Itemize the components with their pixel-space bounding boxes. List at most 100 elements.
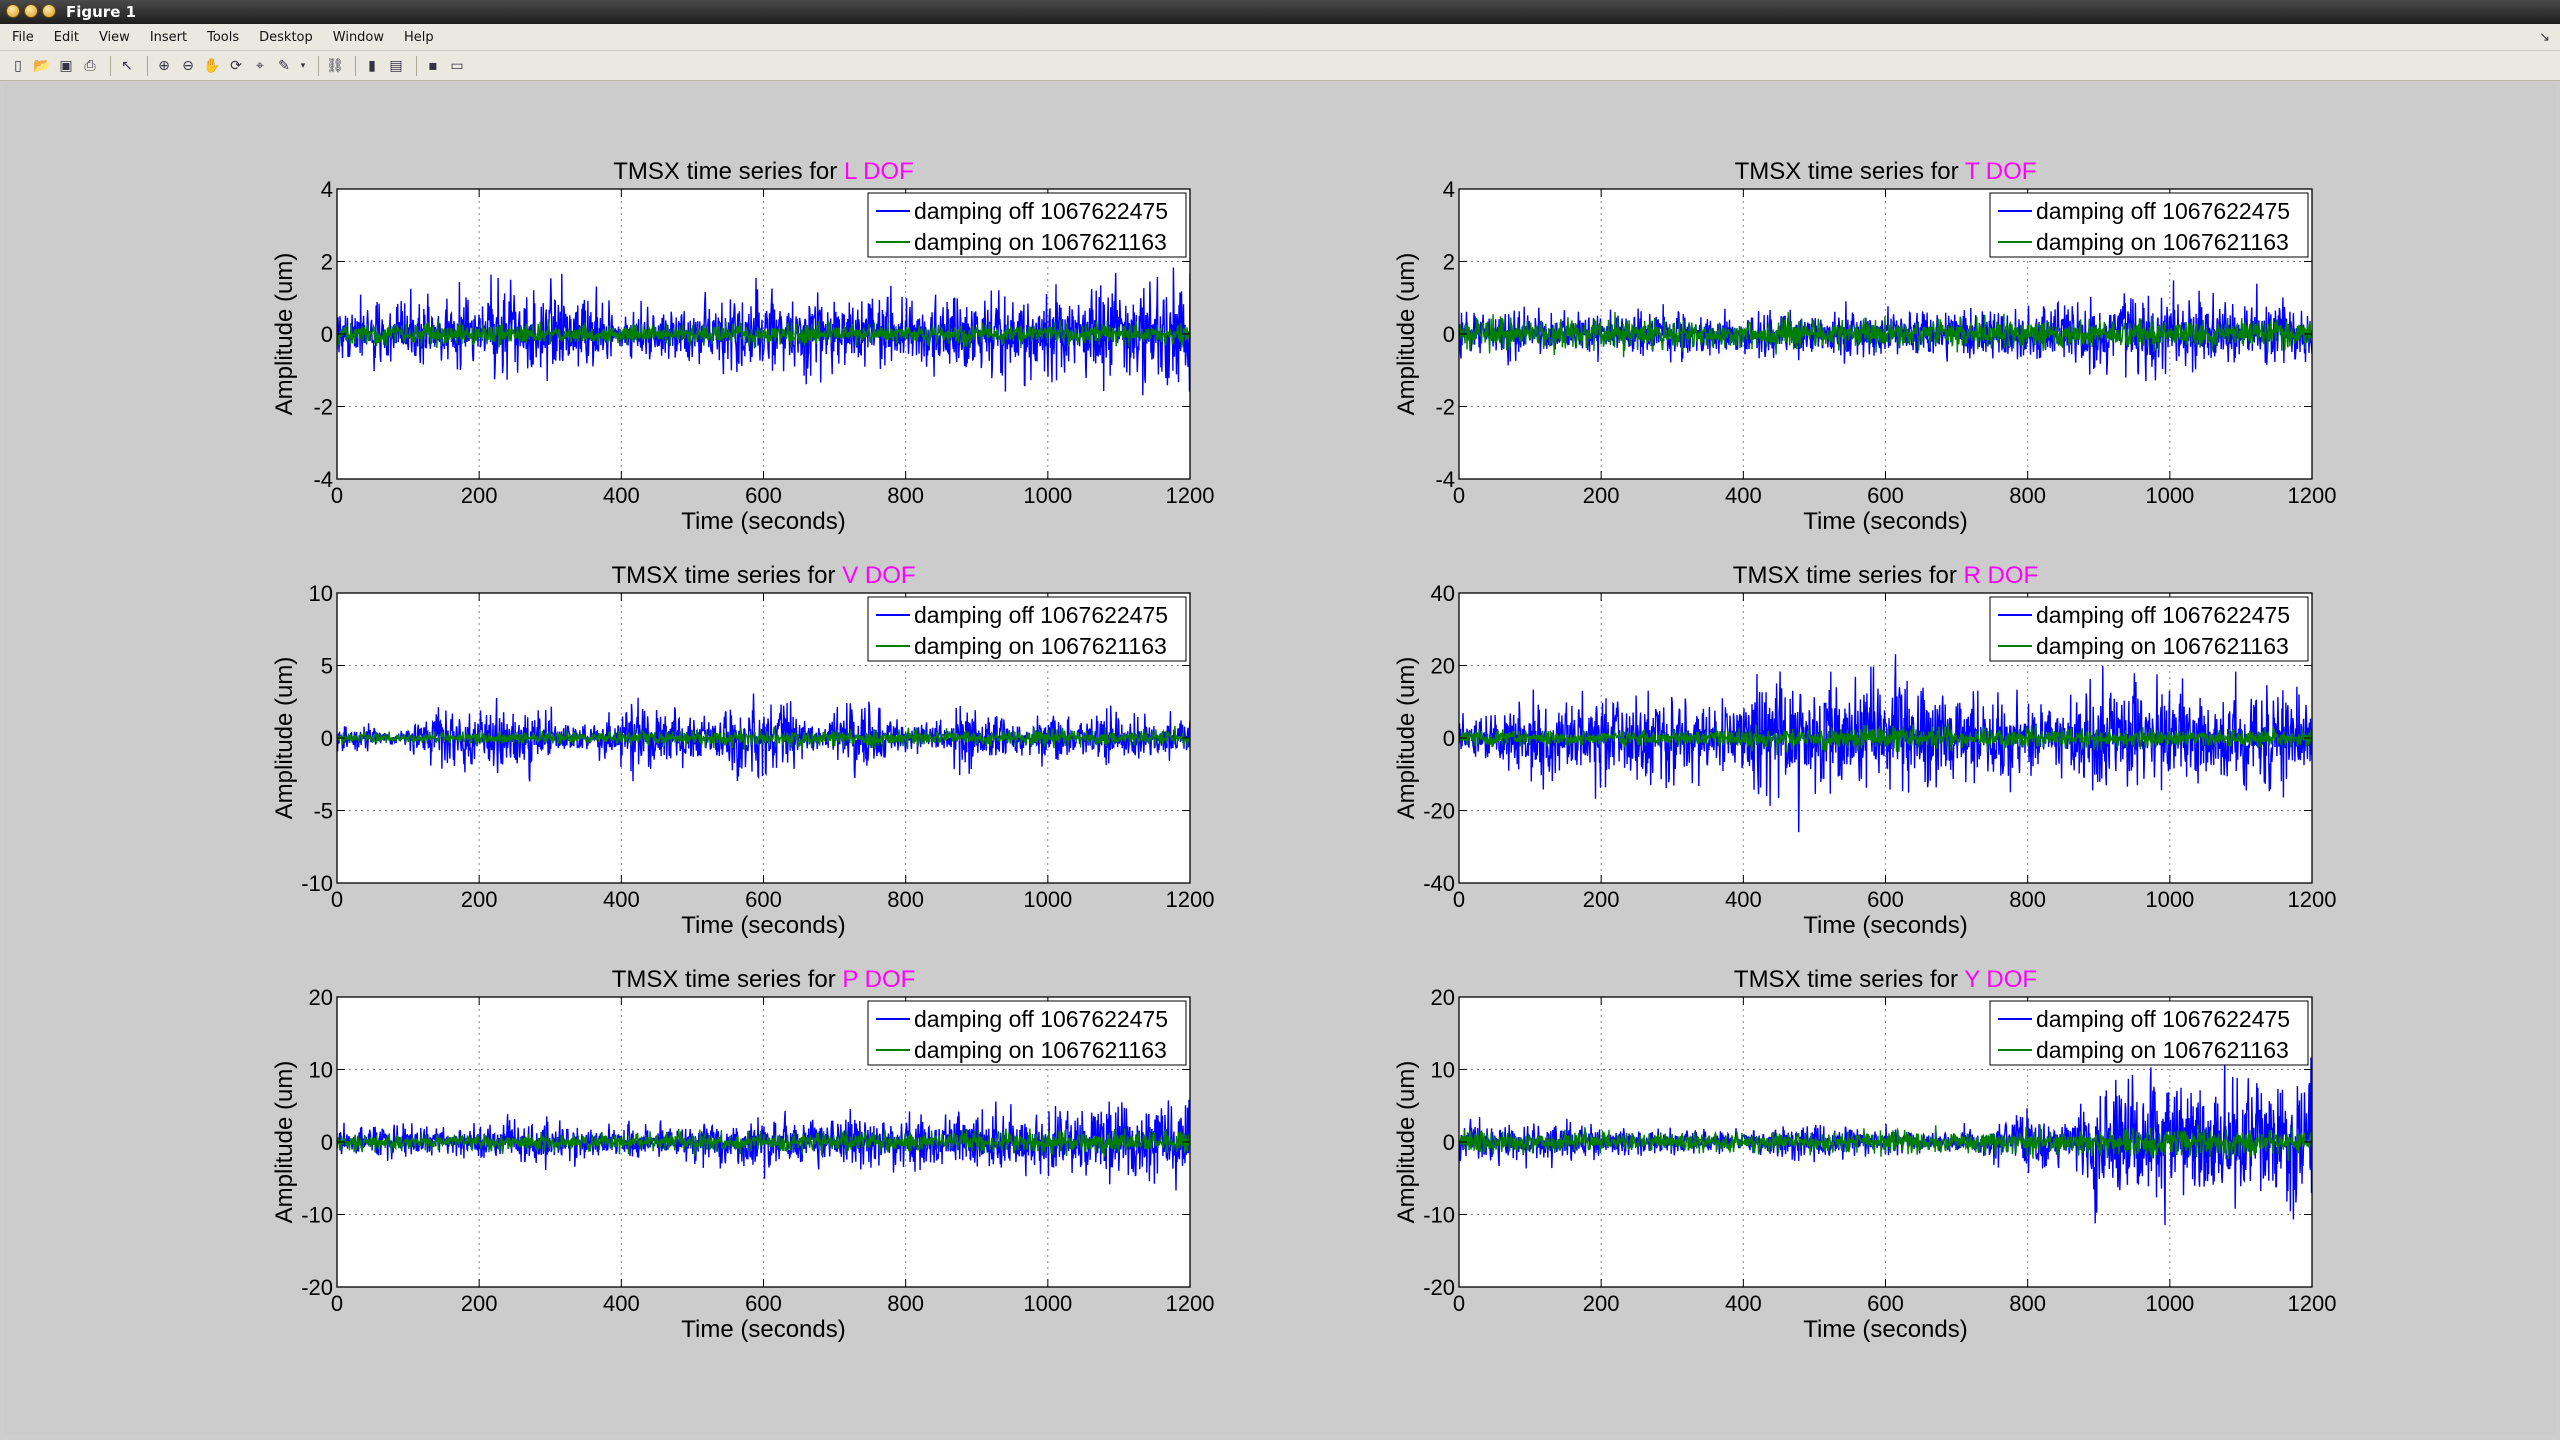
window-maximize-button[interactable] [42,4,56,18]
x-tick-label: 800 [887,1291,924,1316]
show-tools-icon[interactable]: ▭ [450,57,464,74]
brush-icon[interactable]: ✎ [278,57,290,74]
y-tick-label: 20 [309,985,333,1010]
y-axis-label: Amplitude (um) [1393,253,1420,416]
chart-title: TMSX time series for T DOF [1735,158,2037,185]
x-axis-label: Time (seconds) [1803,508,1967,535]
subplot-p: 0 200 400 600 800 1000 1200 -20 -10 0 10 20 TMSX tim… [271,966,1214,1343]
y-tick-label: 0 [1443,726,1455,751]
x-axis-label: Time (seconds) [1803,912,1967,939]
colorbar-icon[interactable]: ▮ [368,57,376,74]
series-traces [337,1099,1190,1191]
x-axis-label: Time (seconds) [681,508,845,535]
x-tick-label: 600 [1867,483,1904,508]
zoom-in-icon[interactable]: ⊕ [158,57,170,74]
dropdown-arrow-icon[interactable]: ▾ [300,60,306,71]
x-tick-label: 600 [1867,1291,1904,1316]
legend-box [867,192,1187,258]
data-cursor-icon[interactable]: ⌖ [256,57,264,74]
legend-icon[interactable]: ▤ [389,57,403,74]
menu-tools[interactable]: Tools [207,29,240,45]
y-tick-label: -10 [301,871,333,896]
x-tick-label: 1000 [2145,1291,2194,1316]
series-line-damping-on [337,1128,1190,1157]
y-tick-label: -5 [313,799,333,824]
y-tick-label: 10 [309,1058,333,1083]
chart-title-accent: V DOF [842,562,915,589]
x-tick-label: 1200 [2288,483,2337,508]
chart-title: TMSX time series for R DOF [1733,562,2038,589]
legend: damping off 1067622475 damping on 1067621… [1989,192,2309,258]
x-tick-label: 200 [1583,887,1620,912]
window-close-button[interactable] [6,4,20,18]
save-icon[interactable]: ▣ [59,57,73,74]
chart-title-accent: Y DOF [1964,966,2037,993]
x-tick-label: 400 [603,483,640,508]
x-tick-label: 0 [331,887,343,912]
x-tick-label: 1000 [2145,887,2194,912]
y-tick-label: 2 [1443,250,1455,275]
new-file-icon[interactable]: ▯ [14,57,22,74]
y-tick-label: -10 [1423,1203,1455,1228]
chart-title: TMSX time series for Y DOF [1734,966,2037,993]
y-tick-label: 10 [309,581,333,606]
y-tick-label: 0 [321,726,333,751]
menu-view[interactable]: View [98,29,130,45]
chart-title: TMSX time series for P DOF [612,966,916,993]
series-line-damping-off [337,267,1190,396]
menu-edit[interactable]: Edit [53,29,79,45]
y-axis-label: Amplitude (um) [271,657,298,820]
y-tick-label: -20 [301,1275,333,1300]
x-tick-label: 600 [745,483,782,508]
window-title: Figure 1 [66,3,137,21]
series-line-damping-on [1459,311,2312,358]
y-tick-label: -40 [1423,871,1455,896]
menu-file[interactable]: File [12,29,34,45]
window-minimize-button[interactable] [24,4,38,18]
x-tick-label: 400 [603,1291,640,1316]
legend: damping off 1067622475 damping on 1067621… [1989,1000,2309,1066]
toolbar-separator [110,55,111,76]
link-icon[interactable]: ⛓ [326,57,344,74]
subplot-t: 0 200 400 600 800 1000 1200 -4 -2 0 2 4 TMSX time se… [1393,158,2336,535]
subplot-r: 0 200 400 600 800 1000 1200 -40 -20 0 20 40 TMSX tim… [1393,562,2336,939]
x-tick-label: 800 [2009,1291,2046,1316]
toolbar-separator [355,55,356,76]
rotate-icon[interactable]: ⟳ [230,57,242,74]
zoom-out-icon[interactable]: ⊖ [182,57,194,74]
x-tick-label: 200 [461,1291,498,1316]
pointer-icon[interactable]: ↖ [121,57,133,74]
undock-arrow-icon[interactable]: ↘ [2539,29,2550,44]
x-tick-label: 0 [1453,887,1465,912]
legend-entry: damping off 1067622475 [2036,1006,2290,1032]
chart-title-accent: P DOF [842,966,915,993]
menu-bar: File Edit View Insert Tools Desktop Wind… [0,24,2560,51]
legend-box [1989,1000,2309,1066]
print-icon[interactable]: ⎙ [84,57,96,74]
y-tick-label: 4 [1443,177,1455,202]
subplot-v: 0 200 400 600 800 1000 1200 -10 -5 0 5 10 TMSX time … [271,562,1214,939]
menu-desktop[interactable]: Desktop [259,29,313,45]
x-tick-label: 1200 [2288,1291,2337,1316]
hide-tools-icon[interactable]: ▪ [428,57,438,74]
y-tick-label: -2 [1435,395,1455,420]
y-tick-label: 0 [321,1130,333,1155]
y-axis-label: Amplitude (um) [271,253,298,416]
x-tick-label: 1200 [1166,1291,1215,1316]
x-tick-label: 0 [331,483,343,508]
pan-hand-icon[interactable]: ✋ [203,57,221,74]
legend-entry: damping off 1067622475 [2036,602,2290,628]
legend-box [1989,192,2309,258]
open-folder-icon[interactable]: 📂 [33,57,51,74]
menu-insert[interactable]: Insert [149,29,188,45]
x-tick-label: 800 [887,887,924,912]
menu-help[interactable]: Help [404,29,434,45]
x-tick-label: 200 [1583,1291,1620,1316]
y-tick-label: 20 [1431,985,1455,1010]
menu-window[interactable]: Window [332,29,385,45]
y-tick-label: 40 [1431,581,1455,606]
legend: damping off 1067622475 damping on 1067621… [867,1000,1187,1066]
x-tick-label: 200 [461,483,498,508]
